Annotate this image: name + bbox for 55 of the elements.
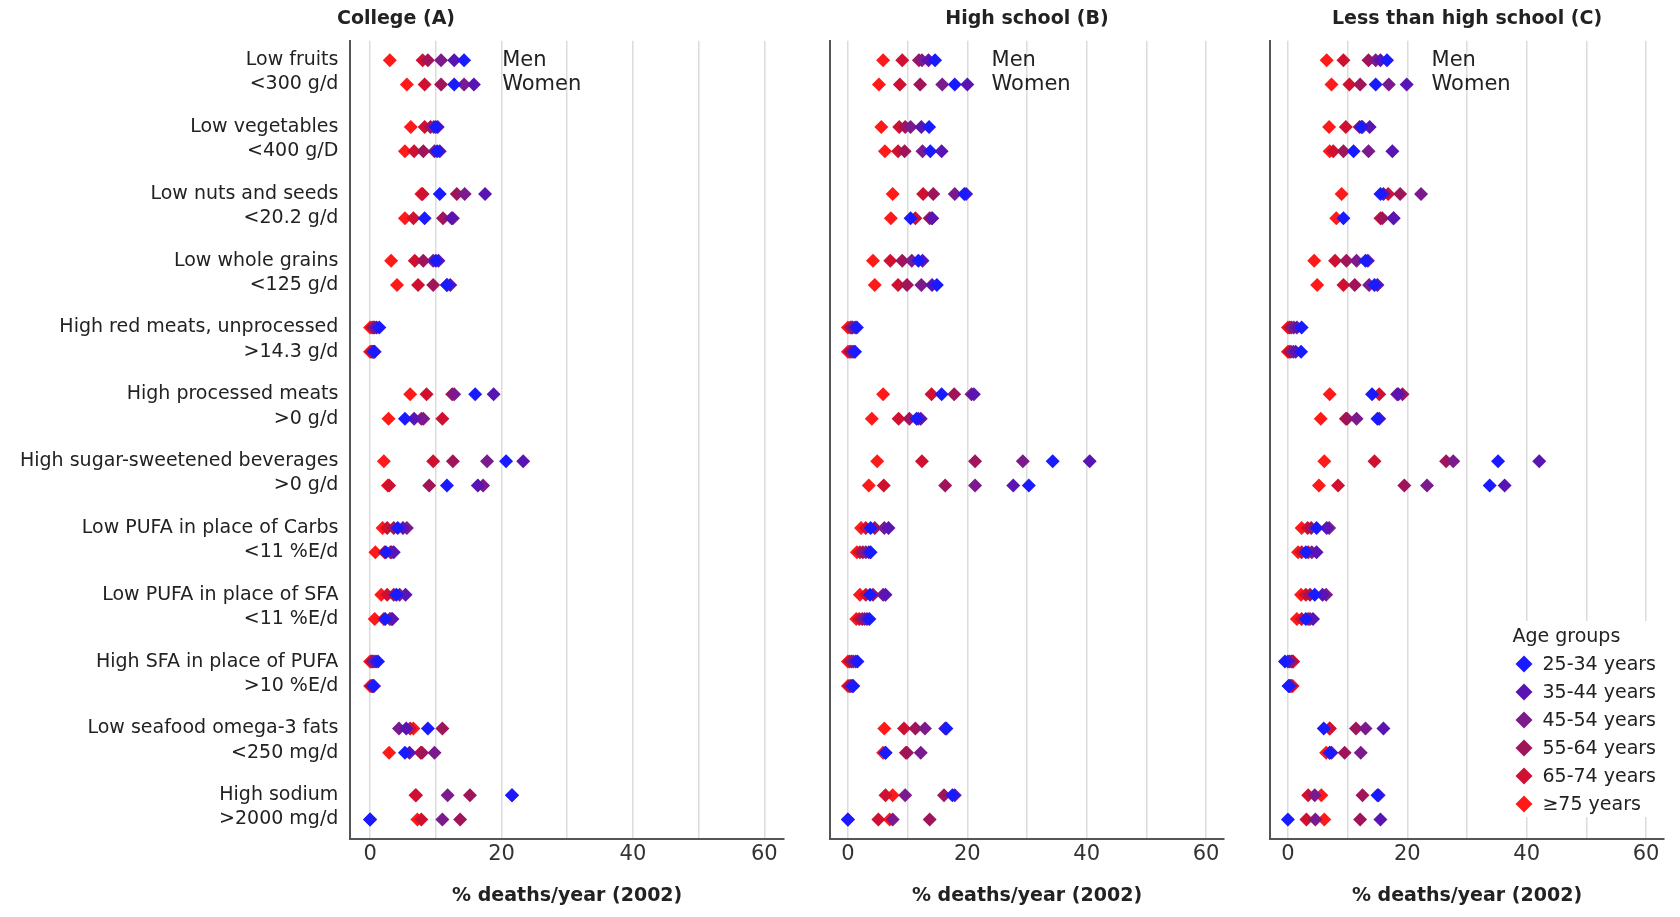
chart-title: High school (B)	[945, 6, 1109, 29]
y-tick-label: Low seafood omega-3 fats	[87, 715, 339, 738]
x-tick-label: 20	[488, 841, 515, 866]
y-tick-label: >14.3 g/d	[243, 338, 339, 361]
x-tick-label: 20	[1393, 841, 1421, 866]
y-tick-label: <400 g/D	[247, 138, 339, 161]
y-tick-label: >10 %E/d	[243, 672, 339, 695]
y-tick-label: <125 g/d	[249, 271, 339, 294]
y-tick-label: <250 mg/d	[231, 739, 339, 762]
annotation: Women	[1431, 70, 1511, 95]
x-tick-label: 0	[841, 841, 855, 866]
legend-label: ≥75 years	[1542, 792, 1641, 814]
y-tick-label: High SFA in place of PUFA	[95, 648, 339, 671]
x-tick-label: 40	[619, 841, 647, 866]
y-tick-label: Low nuts and seeds	[150, 180, 339, 203]
y-tick-label: >2000 mg/d	[219, 806, 339, 829]
annotation: Men	[502, 46, 547, 71]
annotation: Men	[1431, 46, 1476, 71]
annotation: Women	[991, 70, 1071, 95]
y-tick-label: <11 %E/d	[243, 606, 339, 629]
legend-label: 55-64 years	[1542, 736, 1656, 758]
x-tick-label: 40	[1513, 841, 1541, 866]
x-tick-label: 20	[953, 841, 981, 866]
y-tick-label: High red meats, unprocessed	[59, 314, 339, 337]
y-tick-label: <20.2 g/d	[243, 205, 339, 228]
x-tick-label: 0	[1281, 841, 1295, 866]
x-tick-label: 60	[1192, 841, 1220, 866]
x-axis-title: % deaths/year (2002)	[911, 882, 1143, 905]
y-tick-label: Low PUFA in place of SFA	[102, 581, 339, 604]
y-tick-label: <300 g/d	[249, 71, 339, 94]
x-axis-title: % deaths/year (2002)	[452, 882, 683, 905]
x-tick-label: 0	[363, 841, 377, 866]
x-axis-title: % deaths/year (2002)	[1351, 882, 1583, 905]
y-tick-label: >0 g/d	[273, 472, 339, 495]
x-tick-label: 60	[1632, 841, 1660, 866]
legend-label: 25-34 years	[1542, 652, 1656, 674]
y-tick-label: High processed meats	[126, 381, 339, 404]
y-tick-label: Low fruits	[245, 47, 339, 70]
x-tick-label: 60	[750, 841, 778, 866]
legend-label: 45-54 years	[1542, 708, 1656, 730]
y-tick-label: Low whole grains	[173, 247, 339, 270]
y-tick-label: <11 %E/d	[243, 539, 339, 562]
y-tick-label: High sodium	[219, 782, 339, 805]
legend-label: 35-44 years	[1542, 680, 1656, 702]
annotation: Women	[502, 70, 582, 95]
chart-title: Less than high school (C)	[1331, 6, 1603, 29]
x-tick-label: 40	[1073, 841, 1101, 866]
legend-title: Age groups	[1512, 623, 1622, 648]
y-tick-label: Low PUFA in place of Carbs	[81, 514, 339, 537]
annotation: Men	[991, 46, 1036, 71]
y-tick-label: High sugar-sweetened beverages	[19, 448, 339, 471]
legend-label: 65-74 years	[1542, 764, 1656, 786]
y-tick-label: Low vegetables	[190, 114, 339, 136]
y-tick-label: >0 g/d	[273, 405, 339, 428]
chart-title: College (A)	[336, 6, 456, 29]
